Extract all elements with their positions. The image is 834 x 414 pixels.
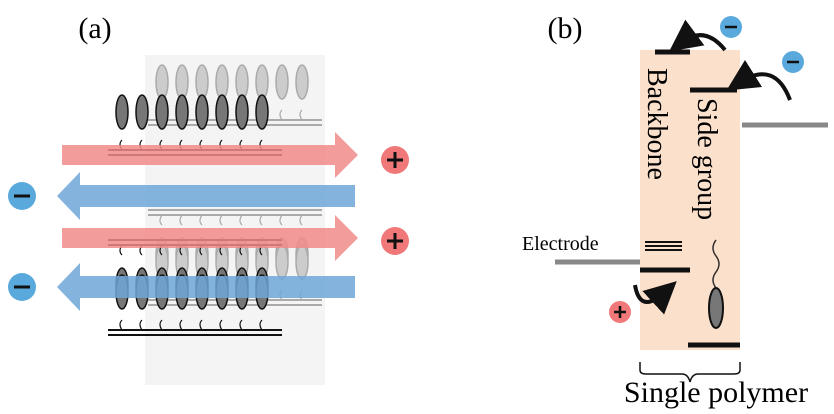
panel-label: (b) bbox=[548, 12, 583, 45]
chain-part bbox=[216, 65, 228, 99]
figure: (a) (b) Backbone Side group Elec bbox=[0, 0, 834, 414]
caption: Single polymer bbox=[624, 376, 808, 409]
electrode-label: Electrode bbox=[522, 233, 599, 255]
chain-part bbox=[156, 95, 168, 129]
chain-part bbox=[196, 95, 208, 129]
chain-part bbox=[176, 95, 188, 129]
chain-part bbox=[236, 95, 248, 129]
chain-part bbox=[236, 65, 248, 99]
chain-part bbox=[276, 245, 288, 279]
panel-label: (a) bbox=[78, 12, 111, 45]
chain-part bbox=[156, 65, 168, 99]
polymer-stack bbox=[108, 55, 325, 385]
chain-part bbox=[176, 65, 188, 99]
chain-part bbox=[296, 245, 308, 279]
chain-part bbox=[276, 65, 288, 99]
chain-part bbox=[136, 95, 148, 129]
chain-part bbox=[216, 95, 228, 129]
chain-part bbox=[140, 320, 142, 330]
chain-part bbox=[116, 95, 128, 129]
chain-part bbox=[256, 65, 268, 99]
chain-part bbox=[256, 95, 268, 129]
chain-part bbox=[196, 65, 208, 99]
backbone-label: Backbone bbox=[641, 68, 672, 180]
chain-part bbox=[296, 65, 308, 99]
side-group-label: Side group bbox=[691, 98, 722, 220]
single-polymer: Backbone Side group bbox=[640, 50, 740, 350]
chain-part bbox=[120, 320, 122, 330]
